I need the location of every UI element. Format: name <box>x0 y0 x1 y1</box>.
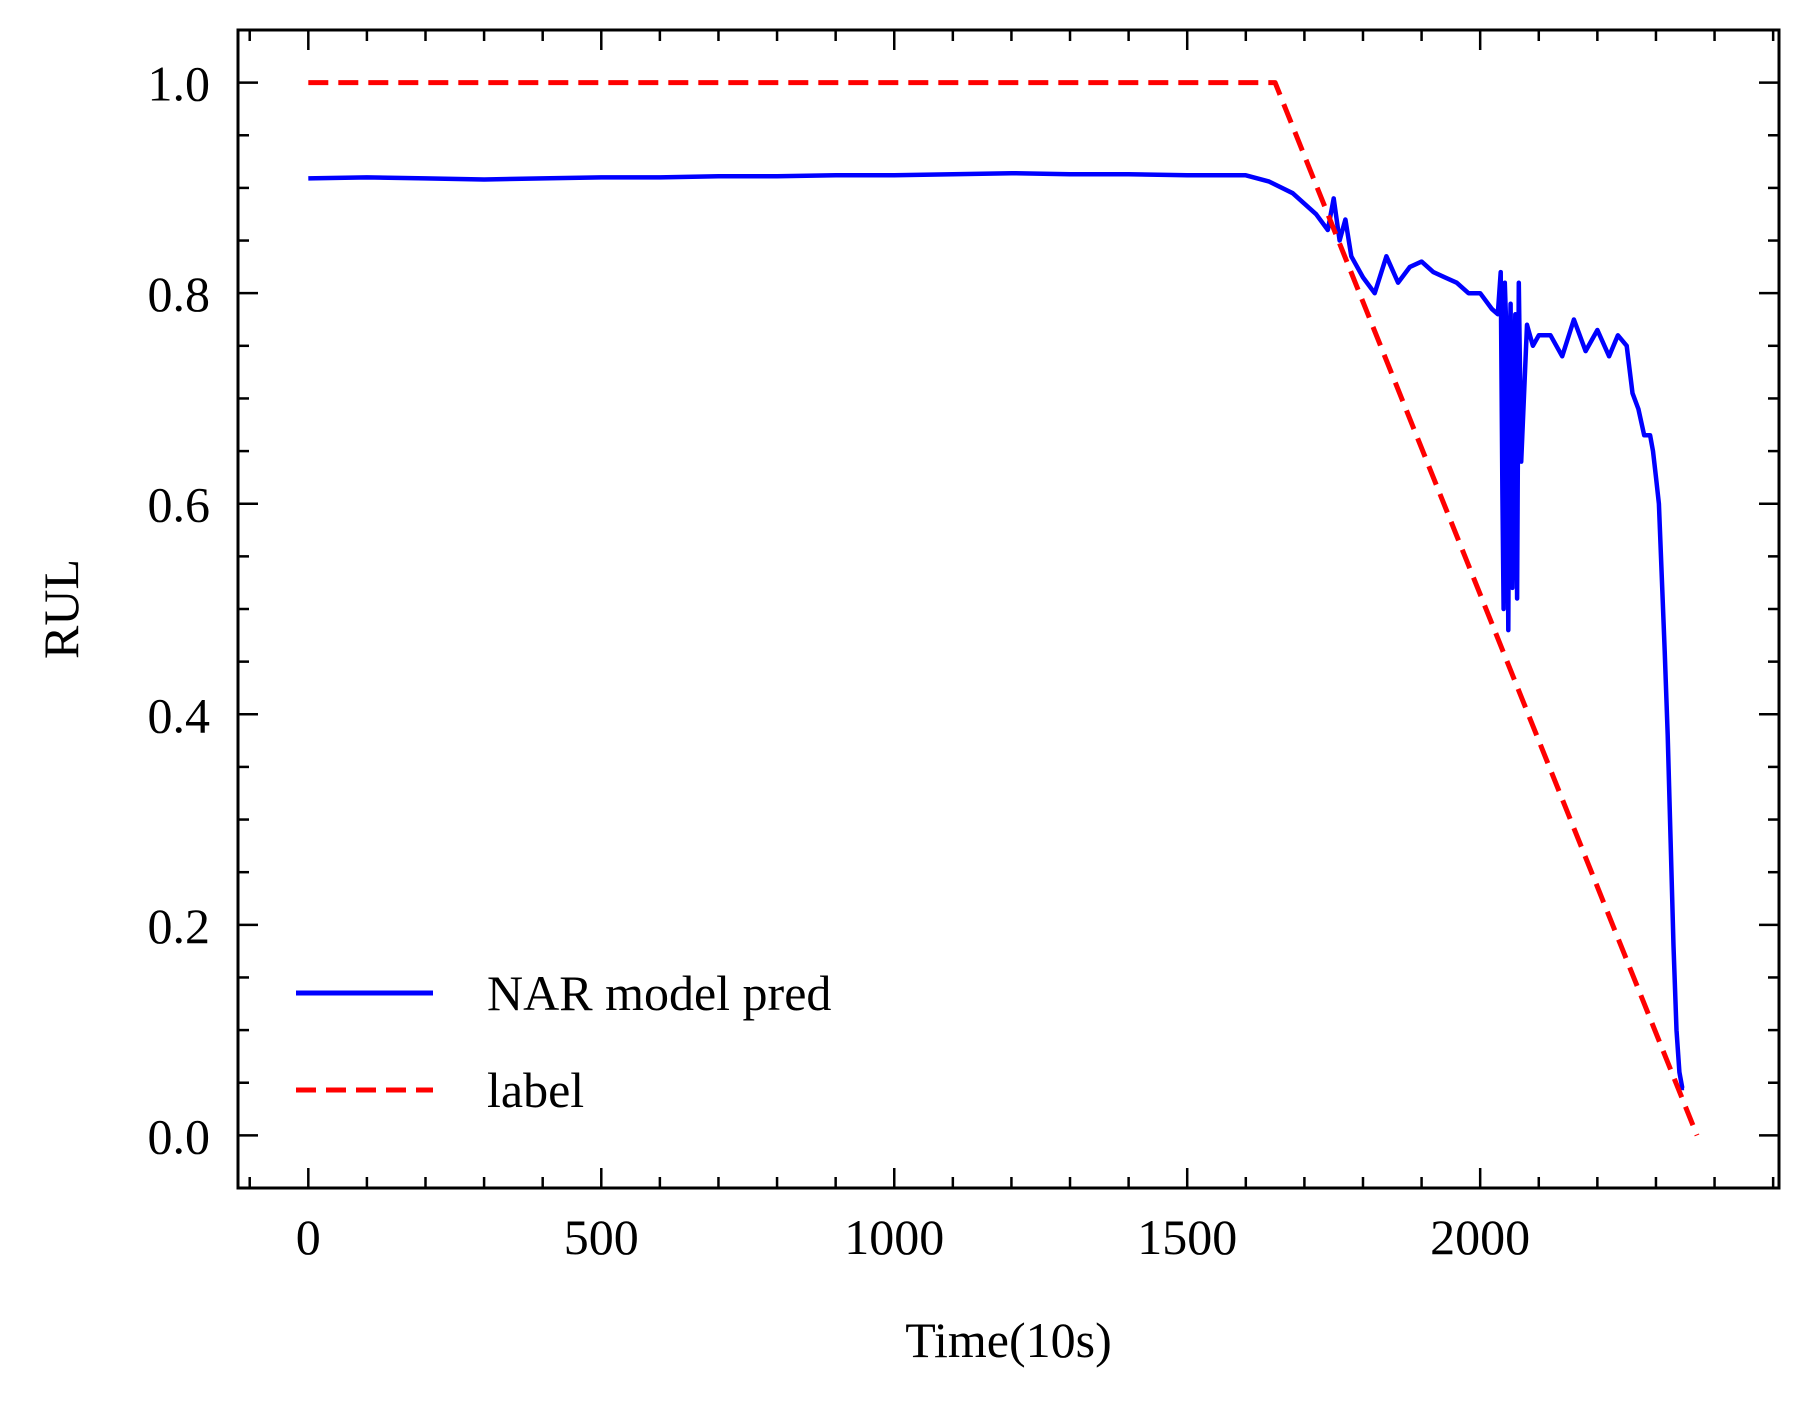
x-tick-label: 1000 <box>844 1209 944 1265</box>
tick-labels-layer: 0 500 1000 1500 2000 0.0 0.2 0.4 0.6 0.8 1.0 <box>148 56 1531 1265</box>
y-tick-label: 0.6 <box>148 477 211 533</box>
legend-label-label: label <box>487 1062 584 1118</box>
y-tick-label: 0.8 <box>148 266 211 322</box>
plot-frame <box>236 28 1781 1190</box>
y-tick-label: 0.4 <box>148 687 211 743</box>
legend-label-nar-model-pred: NAR model pred <box>487 965 831 1021</box>
x-tick-label: 500 <box>564 1209 639 1265</box>
y-tick-label: 1.0 <box>148 56 211 112</box>
y-tick-label: 0.2 <box>148 898 211 954</box>
y-axis-label: RUL <box>33 559 89 659</box>
x-tick-label: 0 <box>296 1209 321 1265</box>
x-tick-label: 1500 <box>1137 1209 1237 1265</box>
y-tick-label: 0.0 <box>148 1108 211 1164</box>
series-line-nar-model-pred <box>308 170 1685 1091</box>
legend: NAR model pred label <box>296 965 831 1118</box>
x-axis-label: Time(10s) <box>905 1312 1112 1368</box>
series-line-label <box>308 80 1700 1137</box>
ticks-layer <box>238 28 1779 1190</box>
series-layer <box>308 80 1700 1137</box>
x-tick-label: 2000 <box>1430 1209 1530 1265</box>
